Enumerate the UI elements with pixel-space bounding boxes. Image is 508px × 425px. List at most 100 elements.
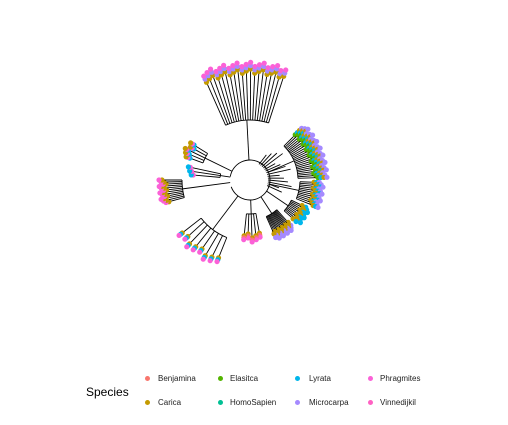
tip-branch — [297, 195, 309, 200]
tip-branch — [296, 198, 312, 206]
tip-branch — [168, 187, 183, 191]
tip-branch — [297, 175, 314, 178]
tip-branch — [289, 203, 299, 210]
tip-branch — [242, 75, 247, 121]
tip-point-phragmites — [221, 62, 227, 68]
legend-label-benjamina: Benjamina — [158, 374, 196, 383]
tip-branch — [265, 78, 280, 123]
inner-branch — [266, 185, 282, 193]
tip-point-microcarpa — [273, 234, 279, 241]
tip-point-microcarpa — [320, 184, 326, 190]
tip-branch — [205, 233, 219, 255]
tip-branch — [250, 213, 253, 236]
tip-point-phragmites — [249, 239, 255, 245]
tip-branch — [285, 208, 296, 217]
inner-branch — [258, 154, 267, 165]
clade-arc — [283, 145, 299, 179]
tip-point-lyrata — [185, 164, 191, 170]
tip-point-phragmites — [230, 63, 236, 69]
tree-branch — [182, 182, 231, 190]
tree-branch — [220, 175, 231, 178]
legend-label-vinnedijkil: Vinnedijkil — [380, 398, 416, 407]
tip-branch — [255, 213, 260, 232]
legend-label-elasitca: Elasitca — [230, 374, 259, 383]
legend-key-lyrata — [295, 376, 300, 381]
tip-branch — [299, 182, 314, 185]
legend-label-phragmites: Phragmites — [380, 374, 421, 383]
tip-branch — [243, 213, 247, 234]
tip-branch — [289, 145, 302, 154]
tip-branch — [195, 174, 221, 178]
tip-branch — [298, 190, 311, 195]
tip-branch — [297, 173, 312, 176]
legend-key-vinnedijkil — [368, 400, 373, 405]
tree-branch — [266, 190, 289, 207]
tip-point-phragmites — [157, 190, 163, 196]
legend-key-elasitca — [218, 376, 223, 381]
tip-point-phragmites — [252, 63, 258, 70]
inner-branch — [267, 181, 292, 188]
tip-branch — [196, 227, 212, 246]
tip-point-phragmites — [257, 234, 263, 240]
inner-branch — [267, 179, 288, 183]
tip-branch — [252, 75, 256, 121]
legend: Species Benjamina Carica Elasitca HomoSa… — [0, 355, 508, 425]
tip-point-microcarpa — [324, 174, 330, 180]
tip-branch — [286, 207, 296, 214]
tip-point-phragmites — [156, 177, 162, 183]
tip-point-microcarpa — [315, 204, 321, 211]
clade-arc — [283, 199, 292, 212]
tip-branch — [287, 140, 302, 152]
inner-branch — [260, 153, 272, 166]
inner-branch — [267, 183, 280, 189]
tip-branch — [292, 150, 305, 158]
tip-point-microcarpa — [309, 132, 316, 138]
tree-branch — [212, 195, 239, 230]
tip-point-microcarpa — [319, 191, 325, 197]
tip-point-phragmites — [217, 65, 223, 71]
tip-point-microcarpa — [317, 145, 323, 151]
tip-point-phragmites — [204, 69, 210, 76]
tip-branch — [209, 80, 229, 125]
tip-point-phragmites — [201, 73, 207, 79]
tip-branch — [170, 197, 185, 202]
tree-branch — [260, 196, 273, 214]
tip-point-phragmites — [197, 249, 203, 255]
tip-point-phragmites — [248, 59, 254, 65]
tip-point-phragmites — [270, 64, 276, 70]
tip-branch — [290, 145, 305, 156]
tip-point-microcarpa — [317, 198, 323, 204]
legend-label-microcarpa: Microcarpa — [309, 398, 349, 407]
tip-branch — [254, 73, 260, 121]
legend-title: Species — [86, 385, 129, 399]
tip-point-phragmites — [190, 247, 196, 253]
tip-branch — [166, 186, 183, 189]
legend-key-benjamina — [145, 376, 150, 381]
tip-point-phragmites — [283, 67, 289, 73]
tip-branch — [256, 71, 264, 121]
tip-branch — [292, 151, 308, 160]
tip-point-phragmites — [261, 60, 267, 66]
tip-branch — [259, 76, 268, 121]
tip-branch — [283, 135, 295, 147]
legend-key-microcarpa — [295, 400, 300, 405]
tip-point-phragmites — [245, 235, 251, 241]
tip-branch — [294, 156, 311, 164]
inner-branch — [267, 174, 280, 177]
tip-branch — [291, 199, 301, 205]
tip-branch — [263, 73, 277, 122]
tip-point-phragmites — [182, 236, 188, 242]
tip-point-microcarpa — [322, 159, 328, 165]
tip-point-lyrata — [301, 215, 307, 221]
tip-point-phragmites — [156, 183, 162, 190]
tip-branch — [190, 224, 208, 243]
tip-point-carica — [188, 140, 194, 146]
tip-branch — [233, 74, 242, 121]
tip-point-phragmites — [207, 258, 213, 264]
tip-branch — [189, 221, 205, 236]
tip-branch — [299, 186, 312, 189]
tip-branch — [269, 214, 278, 229]
tip-branch — [270, 213, 281, 229]
tip-point-microcarpa — [320, 152, 326, 158]
